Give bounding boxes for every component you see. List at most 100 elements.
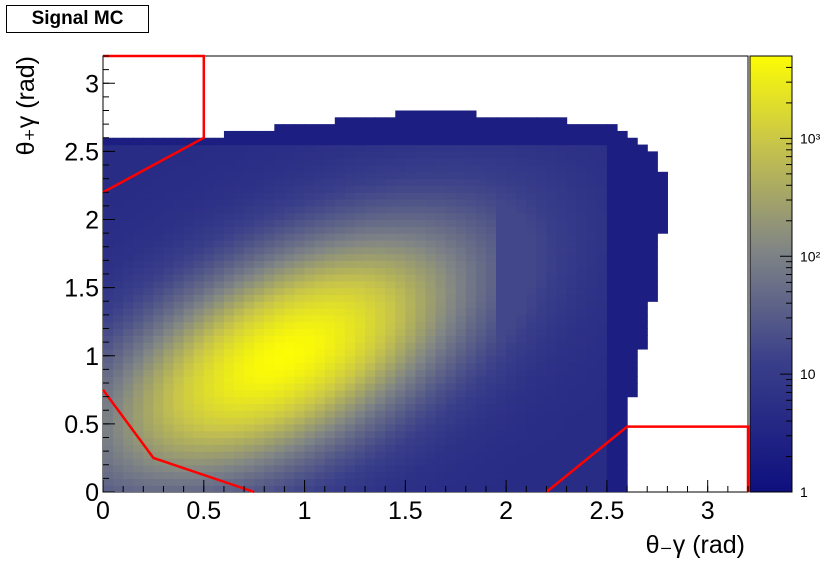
heatmap-cell <box>506 417 517 425</box>
heatmap-cell <box>627 212 638 221</box>
heatmap-cell <box>103 171 114 180</box>
heatmap-cell <box>536 253 548 261</box>
heatmap-cell <box>294 437 306 445</box>
heatmap-cell <box>395 124 406 132</box>
heatmap-cell <box>264 437 275 445</box>
heatmap-cell <box>496 239 507 248</box>
heatmap-cell <box>445 178 457 187</box>
heatmap-cell <box>606 124 618 132</box>
heatmap-cell <box>133 151 144 159</box>
heatmap-cell <box>244 471 255 479</box>
heatmap-cell <box>455 308 467 316</box>
heatmap-cell <box>435 212 447 221</box>
heatmap-cell <box>576 301 588 309</box>
heatmap-cell <box>223 219 235 227</box>
heatmap-cell <box>244 464 255 473</box>
heatmap-cell <box>193 151 205 159</box>
heatmap-cell <box>354 376 366 384</box>
heatmap-cell <box>586 171 598 180</box>
heatmap-cell <box>405 219 417 227</box>
heatmap-cell <box>485 205 497 214</box>
heatmap-cell <box>173 151 185 159</box>
heatmap-cell <box>344 444 356 452</box>
heatmap-cell <box>354 205 366 214</box>
heatmap-cell <box>203 178 215 187</box>
heatmap-cell <box>183 253 195 261</box>
heatmap-cell <box>526 226 537 234</box>
heatmap-cell <box>203 260 215 268</box>
heatmap-cell <box>203 308 215 316</box>
heatmap-cell <box>556 430 568 439</box>
heatmap-cell <box>294 144 306 152</box>
heatmap-cell <box>627 226 638 234</box>
heatmap-cell <box>365 423 376 432</box>
heatmap-cell <box>576 130 588 139</box>
heatmap-cell <box>405 437 417 445</box>
heatmap-cell <box>475 199 487 207</box>
heatmap-cell <box>183 165 195 173</box>
heatmap-cell <box>274 430 286 439</box>
heatmap-cell <box>354 355 366 364</box>
heatmap-cell <box>334 383 346 391</box>
heatmap-cell <box>354 437 366 445</box>
heatmap-cell <box>415 308 427 316</box>
heatmap-cell <box>193 158 205 166</box>
heatmap-cell <box>516 410 527 418</box>
heatmap-cell <box>465 389 477 398</box>
heatmap-cell <box>244 233 255 241</box>
heatmap-cell <box>415 192 427 200</box>
heatmap-cell <box>627 267 638 275</box>
heatmap-cell <box>516 151 527 159</box>
heatmap-cell <box>264 355 275 364</box>
heatmap-cell <box>234 205 245 214</box>
heatmap-cell <box>596 369 608 377</box>
heatmap-cell <box>324 396 336 405</box>
heatmap-cell <box>455 185 467 193</box>
heatmap-cell <box>193 165 205 173</box>
heatmap-cell <box>244 444 255 452</box>
heatmap-cell <box>284 464 296 473</box>
heatmap-cell <box>506 362 517 370</box>
heatmap-cell <box>657 178 668 187</box>
heatmap-cell <box>616 233 628 241</box>
heatmap-cell <box>576 342 588 350</box>
heatmap-cell <box>586 383 598 391</box>
heatmap-cell <box>334 314 346 323</box>
heatmap-cell <box>133 280 144 289</box>
heatmap-cell <box>324 383 336 391</box>
heatmap-cell <box>516 417 527 425</box>
heatmap-cell <box>173 376 185 384</box>
heatmap-cell <box>546 239 558 248</box>
heatmap-cell <box>395 485 406 492</box>
heatmap-cell <box>475 267 487 275</box>
heatmap-cell <box>556 267 568 275</box>
heatmap-cell <box>153 246 165 255</box>
heatmap-cell <box>657 205 668 214</box>
heatmap-cell <box>334 342 346 350</box>
heatmap-cell <box>354 451 366 459</box>
heatmap-cell <box>354 280 366 289</box>
heatmap-cell <box>415 342 427 350</box>
heatmap-cell <box>354 335 366 343</box>
heatmap-cell <box>395 165 406 173</box>
heatmap-cell <box>193 205 205 214</box>
heatmap-cell <box>536 246 548 255</box>
heatmap-cell <box>163 137 175 146</box>
heatmap-cell <box>516 246 527 255</box>
heatmap-cell <box>526 158 537 166</box>
heatmap-cell <box>596 205 608 214</box>
heatmap-cell <box>606 165 618 173</box>
heatmap-cell <box>536 301 548 309</box>
heatmap-cell <box>405 444 417 452</box>
heatmap-cell <box>213 485 225 492</box>
heatmap-cell <box>405 124 417 132</box>
heatmap-cell <box>576 274 588 282</box>
heatmap-cell <box>506 314 517 323</box>
heatmap-cell <box>344 369 356 377</box>
heatmap-cell <box>193 212 205 221</box>
heatmap-cell <box>213 369 225 377</box>
heatmap-cell <box>314 451 326 459</box>
heatmap-cell <box>425 117 437 125</box>
heatmap-cell <box>133 457 144 466</box>
heatmap-cell <box>103 457 114 466</box>
